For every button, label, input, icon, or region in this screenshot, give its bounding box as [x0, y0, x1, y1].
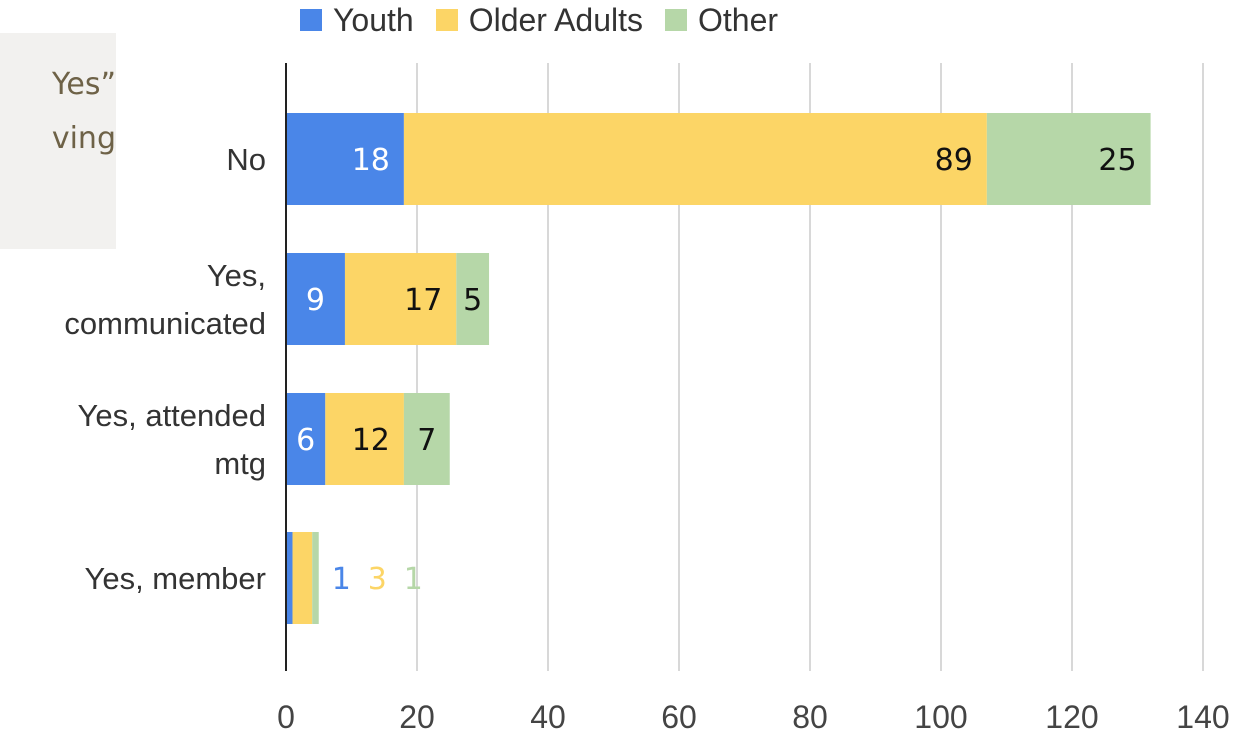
data-label-youth: 6 — [296, 423, 315, 458]
legend-item-youth: Youth — [300, 2, 414, 39]
bar-segment-youth — [286, 113, 404, 205]
category-label: Yes, — [207, 258, 266, 293]
x-tick-label: 0 — [277, 699, 295, 732]
data-label-other: 25 — [1098, 143, 1136, 178]
bar-segment-other — [986, 113, 1151, 205]
legend-label-older-adults: Older Adults — [468, 1, 643, 38]
bar-segment-other — [403, 393, 450, 485]
bar-segment-older-adults — [325, 393, 404, 485]
data-label-youth: 18 — [352, 143, 390, 178]
category-label: communicated — [64, 306, 266, 341]
data-label-youth: 1 — [332, 562, 351, 597]
x-tick-label: 20 — [399, 699, 435, 732]
side-panel-line-2: ving — [51, 121, 116, 156]
legend-swatch-youth — [300, 9, 322, 31]
legend-swatch-older-adults — [435, 9, 458, 31]
x-tick-label: 140 — [1176, 699, 1229, 732]
bar-segment-other — [312, 532, 319, 624]
side-panel: Yes” ving — [0, 33, 116, 249]
side-panel-line-1: Yes” — [52, 67, 116, 102]
category-label: Yes, attended — [78, 398, 266, 433]
data-label-older-adults: 89 — [935, 143, 973, 178]
bar-segment-older-adults — [292, 532, 313, 624]
x-tick-label: 40 — [530, 699, 566, 732]
bar-segment-youth — [286, 393, 326, 485]
x-tick-label: 100 — [914, 699, 967, 732]
legend-swatch-other — [665, 9, 687, 31]
data-label-older-adults: 17 — [404, 283, 442, 318]
category-label: No — [226, 142, 266, 177]
data-label-other: 1 — [404, 562, 423, 597]
x-tick-label: 80 — [792, 699, 828, 732]
data-label-other: 7 — [417, 423, 436, 458]
chart-legend: Youth Older Adults Other — [300, 0, 778, 40]
bar-segment-other — [456, 253, 490, 345]
data-label-older-adults: 12 — [352, 423, 390, 458]
bar-segment-older-adults — [344, 253, 457, 345]
bar-segment-older-adults — [403, 113, 987, 205]
data-label-other: 5 — [463, 283, 482, 318]
category-label: Yes, member — [85, 561, 267, 596]
legend-item-other: Other — [665, 2, 778, 39]
legend-label-other: Other — [698, 1, 779, 38]
legend-label-youth: Youth — [333, 1, 414, 38]
data-label-youth: 9 — [306, 283, 325, 318]
data-label-older-adults: 3 — [368, 562, 387, 597]
bar-segment-youth — [286, 532, 293, 624]
legend-item-older-adults: Older Adults — [435, 1, 643, 39]
bar-segment-youth — [286, 253, 345, 345]
x-tick-label: 60 — [661, 699, 697, 732]
x-tick-label: 120 — [1045, 699, 1098, 732]
category-label: mtg — [214, 446, 266, 481]
